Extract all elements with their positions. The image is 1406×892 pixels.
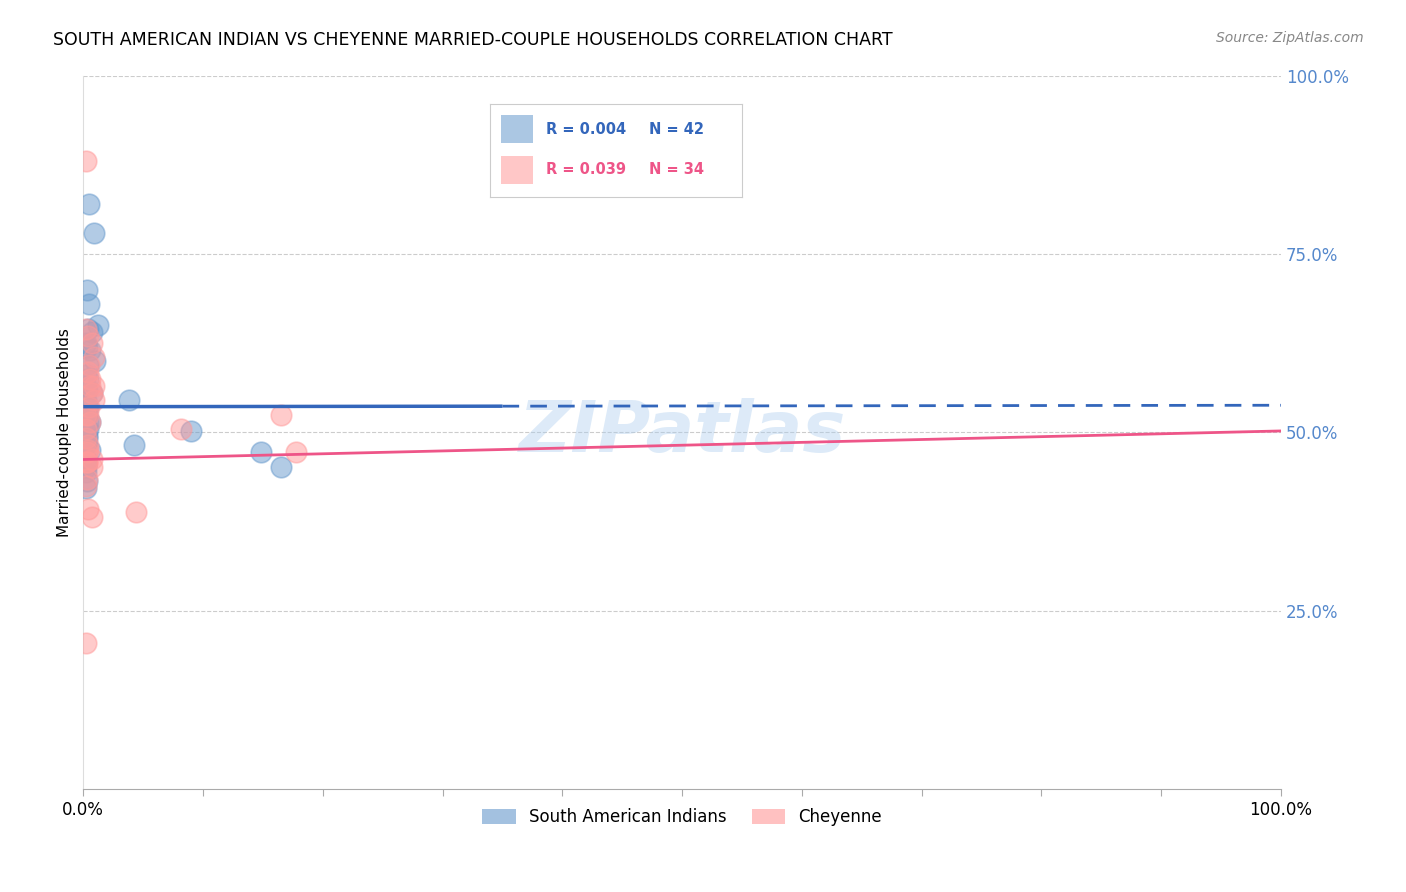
Point: [75, 481, 97, 495]
Point: [77, 322, 100, 336]
Text: Source: ZipAtlas.com: Source: ZipAtlas.com: [1216, 31, 1364, 45]
Point: [76, 429, 98, 443]
Point: [75, 479, 97, 493]
Point: [125, 505, 148, 519]
Point: [270, 408, 292, 422]
Point: [77, 415, 100, 429]
Point: [84, 354, 107, 368]
Point: [270, 459, 292, 474]
Point: [75, 336, 97, 351]
Y-axis label: Married-couple Households: Married-couple Households: [58, 328, 72, 537]
Point: [75, 458, 97, 472]
Point: [80, 509, 103, 524]
Point: [76, 474, 98, 488]
Point: [80, 386, 103, 401]
Point: [180, 424, 202, 438]
Point: [77, 358, 100, 372]
Point: [75, 408, 97, 422]
Point: [170, 422, 193, 436]
Point: [75, 322, 97, 336]
Point: [80, 459, 103, 474]
Point: [76, 408, 98, 422]
Point: [76, 472, 98, 486]
Point: [77, 358, 100, 372]
Point: [77, 422, 100, 436]
Point: [75, 408, 97, 422]
Point: [83, 379, 105, 393]
Point: [75, 425, 97, 440]
Point: [75, 452, 97, 467]
Point: [83, 351, 105, 365]
Point: [75, 422, 97, 436]
Point: [76, 431, 98, 445]
Legend: South American Indians, Cheyenne: South American Indians, Cheyenne: [474, 800, 890, 834]
Point: [77, 401, 100, 415]
Point: [75, 636, 97, 650]
Point: [79, 443, 101, 458]
Point: [77, 329, 100, 343]
Point: [75, 436, 97, 450]
Point: [75, 154, 97, 169]
Point: [118, 393, 141, 408]
Text: ZIPatlas: ZIPatlas: [519, 398, 846, 467]
Point: [76, 455, 98, 469]
Point: [75, 379, 97, 393]
Point: [75, 459, 97, 474]
Point: [83, 393, 105, 408]
Point: [80, 386, 103, 401]
Point: [75, 368, 97, 383]
Point: [249, 445, 271, 459]
Point: [76, 383, 98, 397]
Text: SOUTH AMERICAN INDIAN VS CHEYENNE MARRIED-COUPLE HOUSEHOLDS CORRELATION CHART: SOUTH AMERICAN INDIAN VS CHEYENNE MARRIE…: [53, 31, 893, 49]
Point: [77, 401, 100, 415]
Point: [80, 326, 103, 340]
Point: [75, 431, 97, 445]
Point: [75, 438, 97, 452]
Point: [79, 372, 101, 386]
Point: [77, 372, 100, 386]
Point: [77, 408, 100, 422]
Point: [77, 365, 100, 379]
Point: [76, 340, 98, 354]
Point: [79, 415, 101, 429]
Point: [76, 445, 98, 459]
Point: [76, 455, 98, 469]
Point: [80, 452, 103, 467]
Point: [75, 465, 97, 479]
Point: [79, 343, 101, 358]
Point: [83, 226, 105, 240]
Point: [86, 318, 108, 333]
Point: [80, 336, 103, 351]
Point: [76, 283, 98, 297]
Point: [79, 415, 101, 429]
Point: [77, 502, 100, 516]
Point: [75, 393, 97, 408]
Point: [77, 443, 100, 458]
Point: [77, 297, 100, 311]
Point: [122, 438, 145, 452]
Point: [76, 401, 98, 415]
Point: [77, 197, 100, 211]
Point: [285, 445, 308, 459]
Point: [79, 379, 101, 393]
Point: [77, 438, 100, 452]
